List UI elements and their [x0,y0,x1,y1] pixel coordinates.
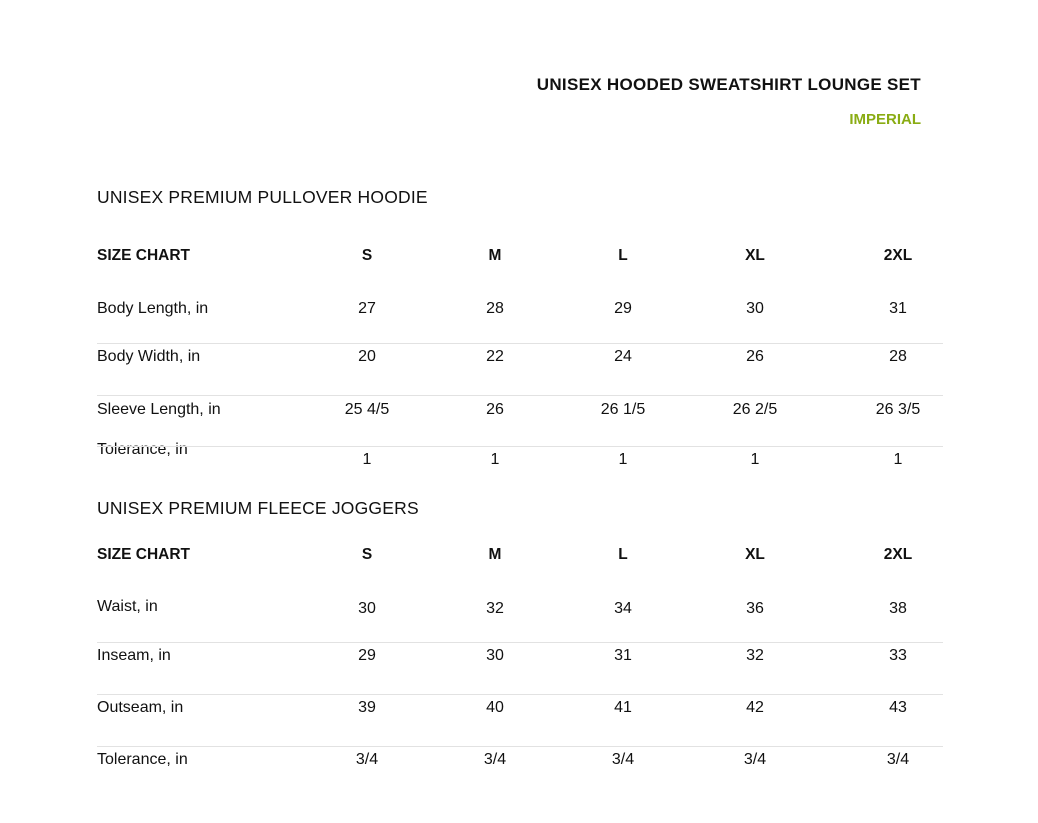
row-divider [97,446,943,447]
measurement-value: 34 [614,600,632,617]
measurement-value: 30 [746,300,764,317]
measurement-value: 29 [614,300,632,317]
size-column-header: L [618,247,628,264]
row-label: Sleeve Length, in [97,401,221,418]
row-divider [97,395,943,396]
size-column-header: XL [745,546,765,563]
size-column-header: XL [745,247,765,264]
size-chart-header: SIZE CHART [97,247,190,264]
size-column-header: 2XL [883,546,913,563]
row-label: Tolerance, in [97,751,188,768]
measurement-value: 1 [893,451,903,468]
measurement-value: 3/4 [743,751,767,768]
measurement-value: 26 2/5 [732,401,778,418]
measurement-value: 3/4 [355,751,379,768]
row-divider [97,694,943,695]
section-title: UNISEX PREMIUM FLEECE JOGGERS [97,498,419,518]
measurement-value: 3/4 [611,751,635,768]
row-divider [97,343,943,344]
row-divider [97,746,943,747]
page-title: UNISEX HOODED SWEATSHIRT LOUNGE SET [536,75,921,94]
measurement-value: 41 [614,699,632,716]
measurement-value: 40 [486,699,504,716]
measurement-value: 26 [486,401,504,418]
measurement-value: 26 1/5 [600,401,646,418]
measurement-value: 20 [358,348,376,365]
measurement-value: 42 [746,699,764,716]
measurement-value: 3/4 [483,751,507,768]
size-column-header: 2XL [883,247,913,264]
unit-system-label: IMPERIAL [849,111,921,128]
measurement-value: 25 4/5 [344,401,390,418]
measurement-value: 1 [750,451,760,468]
measurement-value: 1 [490,451,500,468]
measurement-value: 32 [486,600,504,617]
measurement-value: 30 [358,600,376,617]
measurement-value: 24 [614,348,632,365]
measurement-value: 1 [362,451,372,468]
measurement-value: 36 [746,600,764,617]
section-title: UNISEX PREMIUM PULLOVER HOODIE [97,187,428,207]
size-column-header: L [618,546,628,563]
measurement-value: 3/4 [886,751,910,768]
measurement-value: 27 [358,300,376,317]
row-label: Body Width, in [97,348,201,365]
measurement-value: 28 [889,348,907,365]
row-label: Waist, in [97,598,158,615]
row-label: Tolerance, in [97,441,188,458]
size-chart-header: SIZE CHART [97,546,190,563]
measurement-value: 26 3/5 [875,401,921,418]
row-label: Inseam, in [97,647,171,664]
measurement-value: 33 [889,647,907,664]
measurement-value: 31 [614,647,632,664]
measurement-value: 30 [486,647,504,664]
row-label: Body Length, in [97,300,209,317]
measurement-value: 31 [889,300,907,317]
measurement-value: 32 [746,647,764,664]
size-column-header: M [488,247,502,264]
measurement-value: 39 [358,699,376,716]
size-column-header: M [488,546,502,563]
measurement-value: 26 [746,348,764,365]
measurement-value: 28 [486,300,504,317]
measurement-value: 1 [618,451,628,468]
size-column-header: S [361,247,373,264]
measurement-value: 29 [358,647,376,664]
size-column-header: S [361,546,373,563]
row-divider [97,642,943,643]
measurement-value: 22 [486,348,504,365]
row-label: Outseam, in [97,699,184,716]
measurement-value: 43 [889,699,907,716]
measurement-value: 38 [889,600,907,617]
